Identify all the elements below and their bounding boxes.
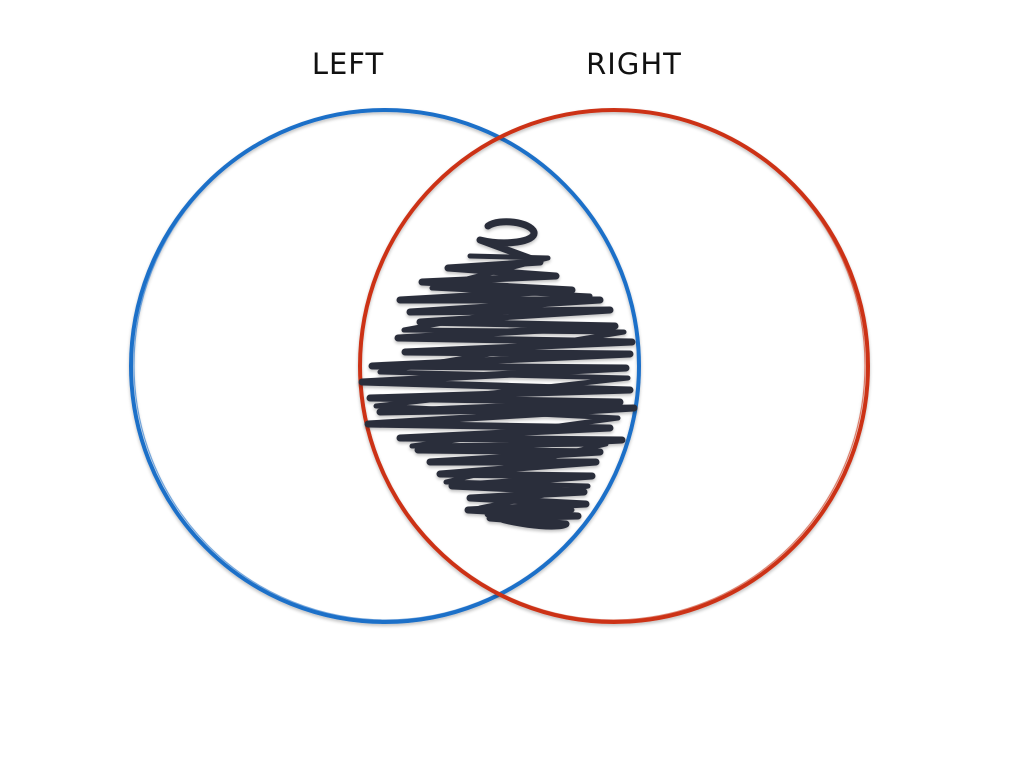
right-set-label: RIGHT (586, 47, 682, 81)
right-set-circle (358, 108, 870, 624)
left-set-label: LEFT (311, 47, 385, 81)
left-set-circle (129, 108, 641, 624)
intersection-scribble (358, 218, 638, 530)
